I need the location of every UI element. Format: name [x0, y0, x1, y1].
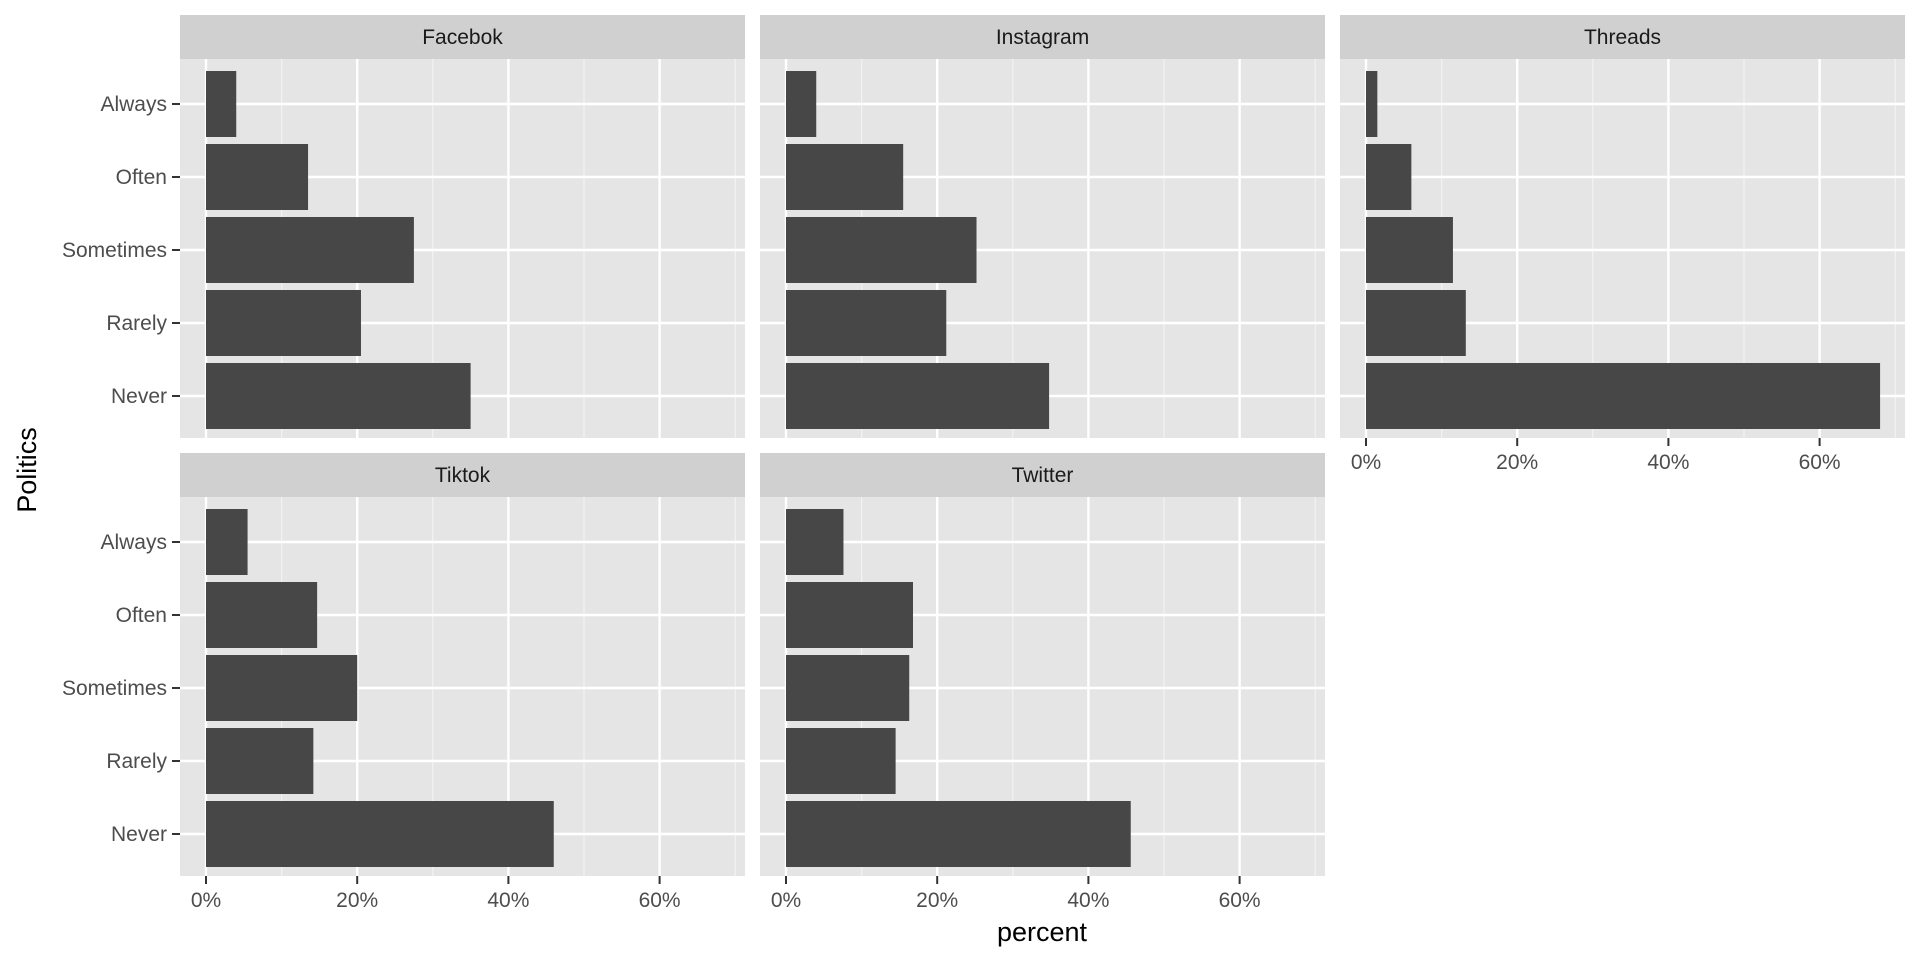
bar-rarely [786, 290, 947, 356]
bar-sometimes [206, 217, 414, 283]
facet-twitter: Twitter 0% 20% 40% 60% [760, 453, 1325, 912]
x-tick-label: 20% [1496, 451, 1538, 474]
y-tick-label: Never [111, 823, 167, 846]
y-tick-label: Never [111, 385, 167, 408]
bar-never [206, 363, 471, 429]
facet-strip [1340, 15, 1905, 59]
bar-sometimes [786, 217, 977, 283]
y-tick-label: Rarely [106, 312, 167, 335]
bar-often [786, 144, 904, 210]
bar-rarely [1366, 290, 1466, 356]
facet-facebok: Facebok Always Often Sometimes Rarely Never [62, 15, 745, 438]
bar-never [786, 801, 1131, 867]
x-tick-label: 40% [487, 889, 529, 912]
y-tick-label: Sometimes [62, 239, 167, 262]
bar-always [786, 71, 817, 137]
bar-often [206, 582, 318, 648]
bar-rarely [206, 290, 361, 356]
facet-panels: Facebok Always Often Sometimes Rarely Never In… [62, 15, 1905, 912]
facet-strip [760, 15, 1325, 59]
x-tick-label: 40% [1647, 451, 1689, 474]
bar-always [1366, 71, 1378, 137]
bar-never [786, 363, 1050, 429]
facet-strip [180, 453, 745, 497]
facet-strip-label: Tiktok [435, 464, 491, 487]
bar-often [206, 144, 309, 210]
x-tick-label: 60% [639, 889, 681, 912]
facet-strip-label: Instagram [996, 26, 1089, 49]
bar-always [206, 71, 237, 137]
x-axis-title: percent [997, 917, 1088, 947]
x-tick-label: 0% [1351, 451, 1381, 474]
facet-threads: Threads 0% 20% 40% 60% [1340, 15, 1905, 474]
bar-often [1366, 144, 1412, 210]
facet-tiktok: Tiktok Always Often Sometimes Rarely Never 0% 2… [62, 453, 745, 912]
y-tick-label: Rarely [106, 750, 167, 773]
y-tick-label: Always [100, 93, 167, 116]
x-tick-label: 0% [771, 889, 801, 912]
bar-always [206, 509, 248, 575]
facet-strip [760, 453, 1325, 497]
bar-often [786, 582, 914, 648]
bar-never [1366, 363, 1881, 429]
bar-sometimes [1366, 217, 1453, 283]
y-tick-label: Sometimes [62, 677, 167, 700]
bar-sometimes [786, 655, 910, 721]
facet-instagram: Instagram [760, 15, 1325, 438]
y-tick-label: Often [116, 604, 167, 627]
y-tick-label: Often [116, 166, 167, 189]
x-tick-label: 40% [1067, 889, 1109, 912]
bar-rarely [786, 728, 896, 794]
facet-strip-label: Threads [1584, 26, 1661, 49]
x-tick-label: 0% [191, 889, 221, 912]
x-tick-label: 20% [916, 889, 958, 912]
facet-strip [180, 15, 745, 59]
facet-strip-label: Twitter [1012, 464, 1074, 487]
x-tick-label: 60% [1219, 889, 1261, 912]
x-tick-label: 20% [336, 889, 378, 912]
bar-never [206, 801, 554, 867]
facet-strip-label: Facebok [422, 26, 503, 49]
bar-sometimes [206, 655, 358, 721]
y-axis-title: Politics [12, 427, 42, 513]
y-tick-label: Always [100, 531, 167, 554]
bar-always [786, 509, 844, 575]
x-tick-label: 60% [1799, 451, 1841, 474]
bar-rarely [206, 728, 314, 794]
